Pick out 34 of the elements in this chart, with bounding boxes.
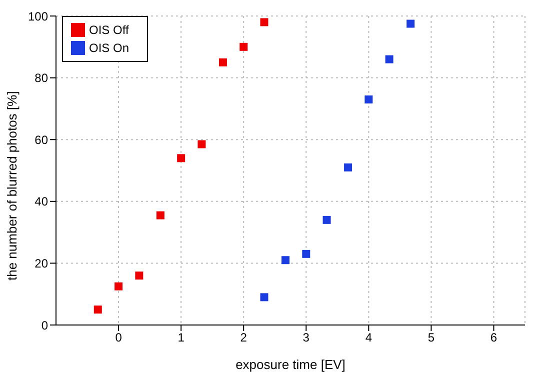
y-axis-title: the number of blurred photos [%]	[4, 91, 20, 280]
legend-label: OIS On	[89, 41, 130, 55]
x-tick-label: 0	[115, 330, 122, 345]
point	[94, 306, 102, 314]
point	[322, 216, 331, 224]
x-tick-label: 6	[490, 330, 498, 345]
x-tick-label: 5	[428, 330, 435, 345]
point	[218, 58, 227, 66]
point	[114, 282, 123, 290]
point	[135, 272, 144, 280]
point	[302, 250, 310, 258]
point	[156, 211, 164, 220]
x-tick-label: 4	[365, 330, 372, 345]
y-tick-label: 40	[34, 194, 48, 209]
point	[364, 95, 373, 104]
point	[260, 293, 268, 302]
x-tick-label: 2	[240, 330, 248, 345]
point	[385, 55, 394, 64]
point	[281, 256, 290, 264]
point	[177, 154, 186, 162]
point	[406, 20, 415, 28]
point	[240, 42, 248, 51]
y-tick-label: 80	[34, 71, 48, 86]
point	[198, 140, 206, 148]
point	[260, 18, 268, 26]
y-tick-label: 60	[34, 132, 48, 147]
y-tick-label: 20	[34, 256, 48, 270]
x-tick-label: 1	[178, 330, 185, 345]
y-tick-label: 100	[28, 9, 48, 24]
x-axis-title: exposure time [EV]	[236, 357, 346, 372]
y-tick-label: 0	[41, 318, 48, 332]
x-tick-label: 3	[302, 330, 310, 345]
point	[344, 163, 352, 172]
legend-label: OIS Off	[89, 23, 129, 37]
